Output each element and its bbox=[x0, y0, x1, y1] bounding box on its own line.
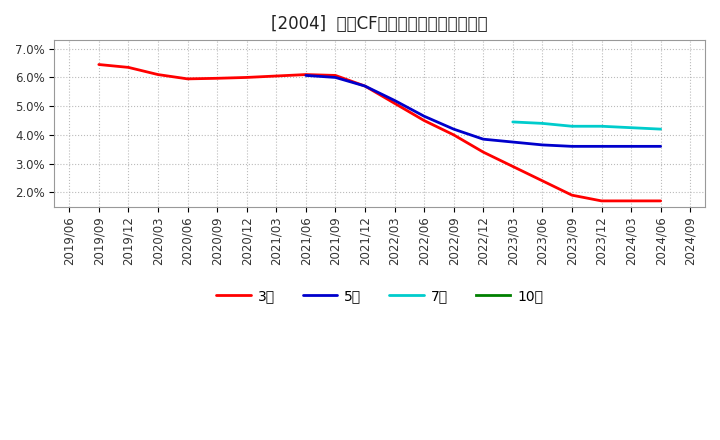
3年 bbox=[449, 132, 458, 138]
5年 bbox=[331, 75, 340, 80]
5年 bbox=[302, 73, 310, 78]
5年 bbox=[538, 142, 546, 147]
Legend: 3年, 5年, 7年, 10年: 3年, 5年, 7年, 10年 bbox=[210, 283, 549, 308]
5年 bbox=[626, 144, 635, 149]
3年 bbox=[597, 198, 606, 204]
3年 bbox=[213, 76, 222, 81]
7年 bbox=[657, 126, 665, 132]
5年 bbox=[597, 144, 606, 149]
3年 bbox=[243, 75, 251, 80]
3年 bbox=[124, 65, 132, 70]
7年 bbox=[626, 125, 635, 130]
3年 bbox=[567, 193, 576, 198]
5年 bbox=[361, 84, 369, 89]
7年 bbox=[538, 121, 546, 126]
Line: 7年: 7年 bbox=[513, 122, 661, 129]
5年 bbox=[657, 144, 665, 149]
5年 bbox=[567, 144, 576, 149]
5年 bbox=[449, 126, 458, 132]
3年 bbox=[302, 72, 310, 77]
3年 bbox=[361, 84, 369, 89]
3年 bbox=[508, 164, 517, 169]
7年 bbox=[508, 119, 517, 125]
3年 bbox=[153, 72, 162, 77]
3年 bbox=[479, 150, 487, 155]
3年 bbox=[272, 73, 281, 79]
3年 bbox=[390, 101, 399, 106]
3年 bbox=[538, 178, 546, 183]
5年 bbox=[420, 114, 428, 119]
3年 bbox=[94, 62, 103, 67]
5年 bbox=[508, 139, 517, 145]
5年 bbox=[390, 98, 399, 103]
5年 bbox=[479, 136, 487, 142]
3年 bbox=[183, 76, 192, 81]
Line: 3年: 3年 bbox=[99, 65, 661, 201]
Line: 5年: 5年 bbox=[306, 75, 661, 147]
7年 bbox=[567, 124, 576, 129]
3年 bbox=[420, 118, 428, 123]
7年 bbox=[597, 124, 606, 129]
Title: [2004]  営業CFマージンの平均値の推移: [2004] 営業CFマージンの平均値の推移 bbox=[271, 15, 488, 33]
3年 bbox=[657, 198, 665, 204]
3年 bbox=[626, 198, 635, 204]
3年 bbox=[331, 73, 340, 78]
